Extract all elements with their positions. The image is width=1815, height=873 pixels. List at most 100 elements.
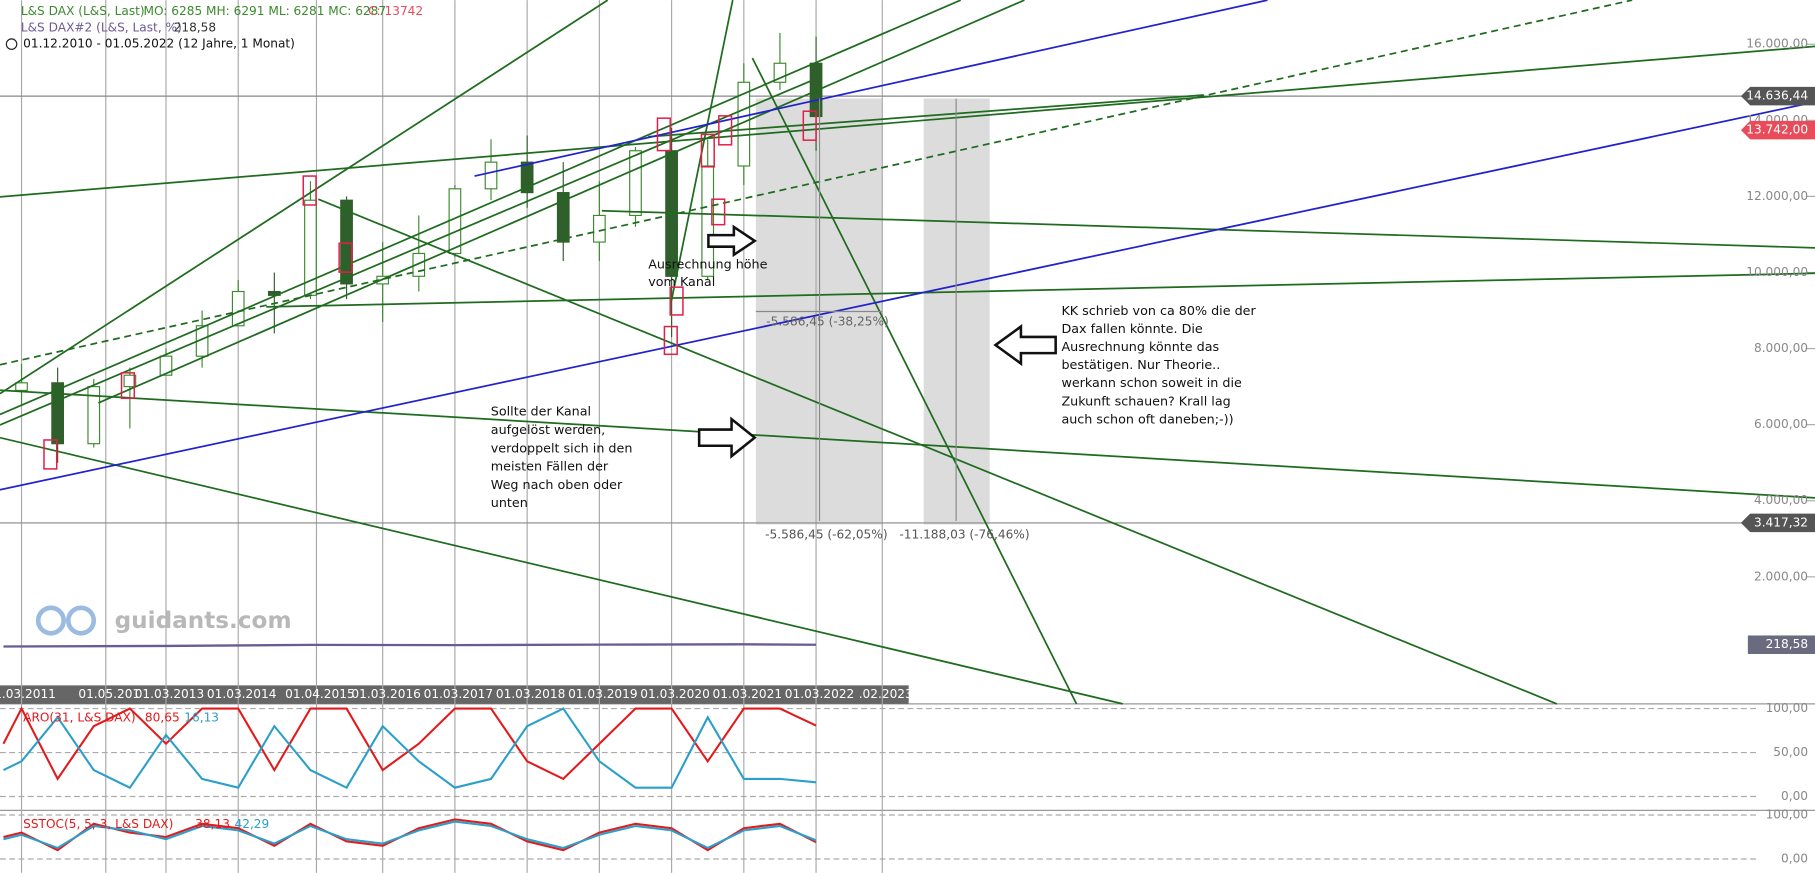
x-tick-label: 01.03.2018 — [496, 687, 566, 701]
price-tag-label: 218,58 — [1766, 637, 1808, 651]
annotation-line: vom Kanal — [648, 275, 715, 290]
series-stats: MO: 6285 MH: 6291 ML: 6281 MC: 6287 — [144, 4, 387, 18]
x-tick-label: .02.2023 — [859, 687, 913, 701]
channel-line — [474, 0, 1268, 177]
annotation-line: KK schrieb von ca 80% die der — [1061, 304, 1256, 319]
x-tick-label: 01.03.2019 — [568, 687, 638, 701]
logo — [65, 605, 97, 636]
x-tick-label: 01.03.2021 — [713, 687, 783, 701]
x-tick-label: 01.05.201 — [78, 687, 140, 701]
measure-label: -11.188,03 (-76,46%) — [899, 527, 1029, 541]
y-tick-label: 0,00 — [1781, 789, 1808, 803]
trend-line — [0, 436, 1124, 705]
logo — [35, 605, 66, 636]
candle-body — [87, 386, 101, 445]
candle-body — [159, 355, 173, 376]
plot — [2, 32, 823, 852]
indicator-value: 16,13 — [184, 710, 219, 724]
candle-body — [15, 382, 28, 392]
candle-body — [484, 161, 498, 190]
y-tick-label: 100,00 — [1766, 701, 1808, 715]
candle-body — [520, 161, 534, 194]
annotation-line: bestätigen. Nur Theorie.. — [1061, 358, 1220, 373]
arrow-right — [707, 224, 758, 258]
indicator-line — [3, 820, 817, 850]
price-tag-label: 14.636,44 — [1746, 89, 1808, 103]
y-tick-label: 100,00 — [1766, 807, 1808, 821]
annotation-line: Sollte der Kanal — [491, 405, 591, 420]
highlight-box — [656, 117, 671, 152]
trend-line — [751, 57, 1078, 705]
indicator-value: 42,29 — [235, 817, 270, 831]
candle-body — [593, 214, 606, 243]
x-tick-label: 01.03.2016 — [351, 687, 421, 701]
highlight-box — [120, 372, 136, 400]
annotation-line: Zukunft schauen? Krall lag — [1061, 394, 1230, 409]
trend-line — [601, 209, 1815, 249]
arrow-left — [993, 324, 1057, 367]
trend-line — [317, 198, 1558, 705]
indicator-value: 38,13 — [195, 817, 230, 831]
price-tag — [1747, 635, 1815, 654]
x-tick-label: 01.03.2020 — [640, 687, 710, 701]
series-last: 218,58 — [174, 20, 216, 34]
series-name: L&S DAX#2 (L&S, Last, %) — [21, 20, 182, 34]
trend-line — [266, 272, 1815, 308]
indicator-title: ARO(31, L&S DAX) — [23, 710, 136, 724]
annotation-line: verdoppelt sich in den — [491, 441, 633, 456]
annotation-line: Weg nach oben oder — [491, 478, 623, 493]
channel-line — [0, 101, 1815, 491]
y-tick-label: 4.000,00 — [1754, 493, 1808, 507]
candle-body — [231, 290, 245, 327]
highlight-box — [718, 115, 733, 146]
x-tick-label: 01.03.2013 — [135, 687, 205, 701]
annotation-line: meisten Fällen der — [491, 460, 609, 475]
x-tick-label: 01.04.2015 — [285, 687, 355, 701]
drawings — [0, 0, 1815, 705]
y-tick-label: 50,00 — [1773, 745, 1808, 759]
candle-body — [629, 150, 642, 217]
labels: L&S DAX (L&S, Last) MO: 6285 MH: 6291 ML… — [0, 4, 1815, 865]
y-tick-label: 6.000,00 — [1754, 417, 1808, 431]
price-tag — [1740, 86, 1815, 106]
indicator-title: SSTOC(5, 5, 3, L&S DAX) — [23, 817, 173, 831]
annotation-line: Dax fallen könnte. Die — [1061, 322, 1202, 337]
annotation-line: werkann schon soweit in die — [1061, 376, 1242, 391]
indicator-value: 80,65 — [145, 710, 180, 724]
trend-line — [0, 80, 811, 426]
highlight-box — [302, 175, 317, 206]
candle-body — [556, 192, 570, 243]
trend-line — [0, 389, 1815, 499]
indicator-line — [2, 706, 817, 781]
x-tick-label: 01.03.2022 — [785, 687, 855, 701]
series-close: C: 13742 — [368, 4, 423, 18]
candle-body — [51, 382, 65, 445]
x-tick-label: 01.03.2014 — [207, 687, 277, 701]
price-tag-label: 3.417,32 — [1754, 515, 1808, 529]
indicator-line — [3, 707, 817, 790]
trend-line — [648, 94, 1204, 138]
highlight-box — [669, 286, 684, 316]
series-line — [3, 643, 817, 648]
highlight-box — [700, 133, 715, 168]
candle-body — [123, 374, 137, 388]
trend-line — [0, 0, 1633, 366]
price-tag — [1740, 120, 1815, 140]
y-tick-label: 12.000,00 — [1746, 189, 1808, 203]
measure-label: -5.586,45 (-62,05%) — [765, 527, 887, 541]
price-tag-label: 13.742,00 — [1746, 123, 1808, 137]
y-tick-label: 0,00 — [1781, 851, 1808, 865]
y-tick-label: 16.000,00 — [1746, 37, 1808, 51]
candle-body — [412, 252, 426, 277]
highlight-box — [802, 110, 817, 141]
clock-icon — [5, 38, 18, 50]
highlight-box — [663, 325, 678, 356]
measure-label: -5.586,45 (-38,25%) — [766, 314, 888, 328]
watermark: guidants.com — [115, 608, 292, 634]
highlight-box — [711, 198, 726, 226]
highlight-box — [338, 242, 353, 273]
candle-body — [448, 188, 462, 255]
